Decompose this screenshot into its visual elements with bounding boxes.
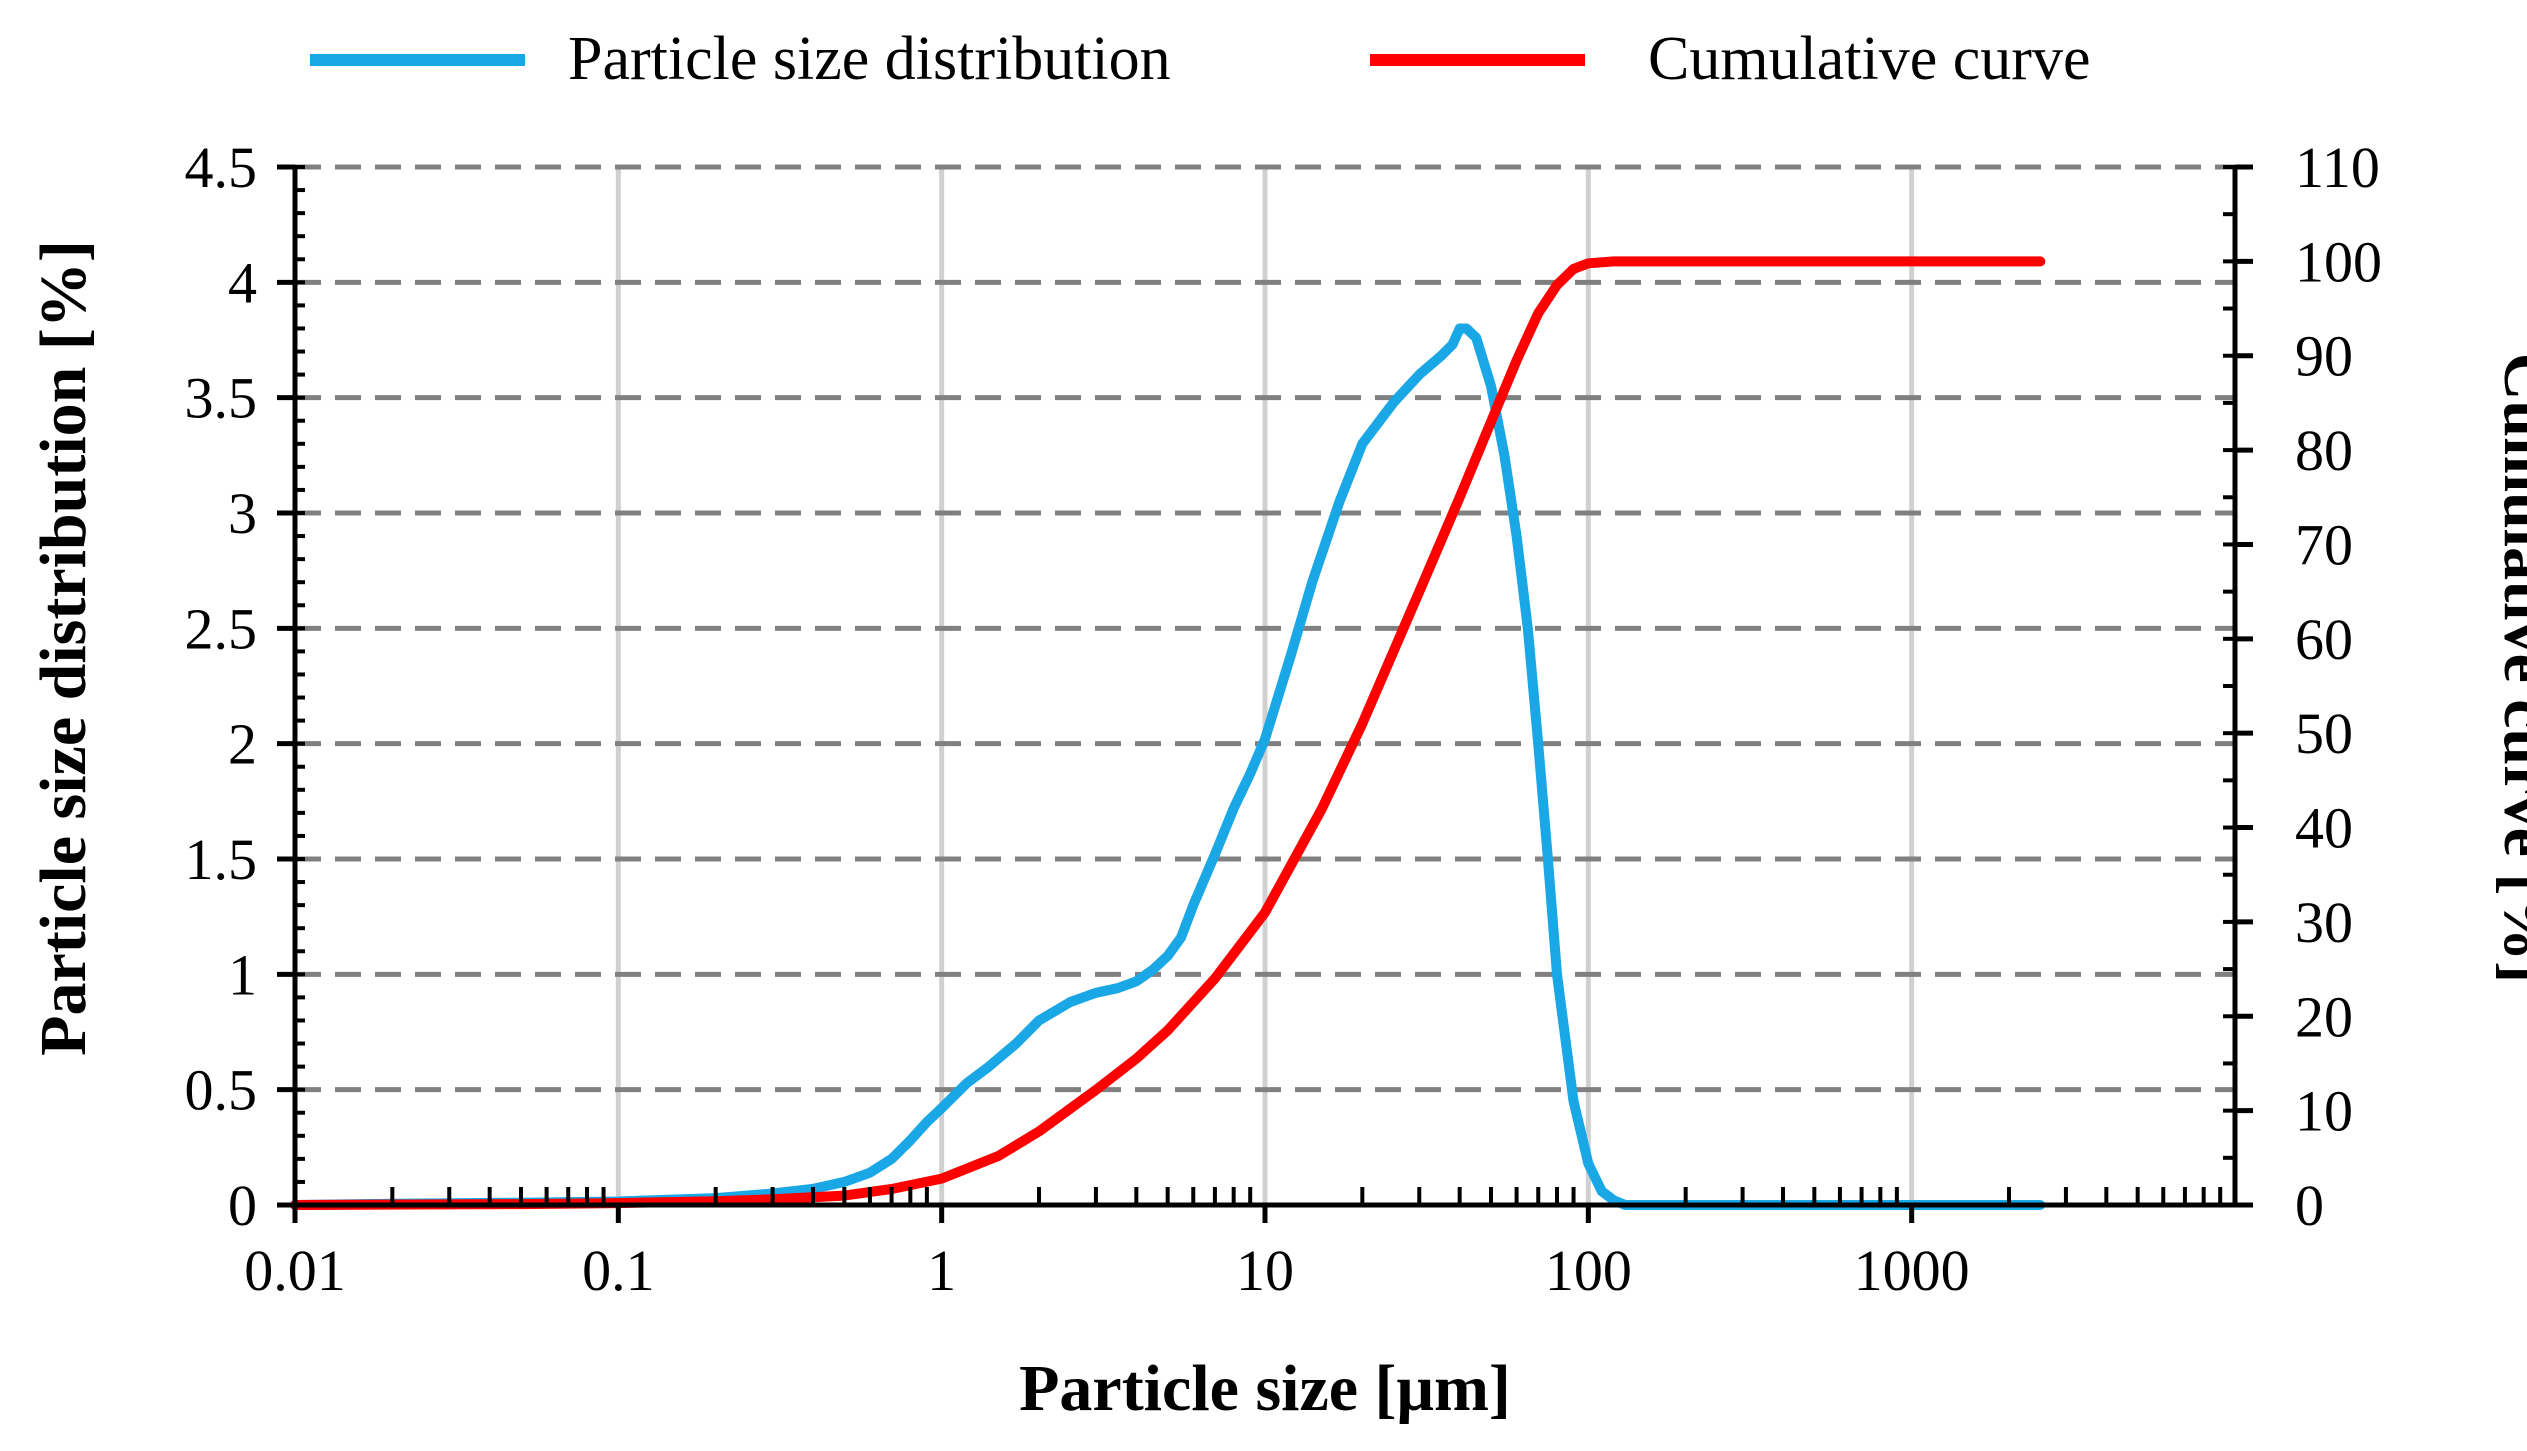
y2-tick-label: 20 xyxy=(2295,984,2353,1049)
legend-label-cumulative: Cumulative curve xyxy=(1648,25,2090,93)
y-tick-label: 0 xyxy=(228,1173,257,1238)
x-tick-label: 1 xyxy=(927,1238,956,1303)
y-axis-title: Particle size distribution [%] xyxy=(27,240,100,1056)
y-tick-labels: 0 0.5 1 1.5 2 2.5 3 3.5 4 4.5 xyxy=(185,135,258,1238)
series-line-cumulative xyxy=(290,256,2046,1210)
y2-tick-label: 80 xyxy=(2295,418,2353,483)
y2-tick-label: 0 xyxy=(2295,1173,2324,1238)
y-tick-label: 4 xyxy=(228,250,257,315)
y2-tick-label: 100 xyxy=(2295,229,2382,294)
x-tick-label: 0.1 xyxy=(582,1238,655,1303)
x-tick-labels: 0.01 0.1 1 10 100 1000 xyxy=(244,1238,1969,1303)
axes xyxy=(277,164,2253,1223)
y-tick-label: 0.5 xyxy=(185,1058,258,1123)
vertical-gridlines xyxy=(615,167,1915,1205)
y-tick-label: 1 xyxy=(228,942,257,1007)
horizontal-gridlines xyxy=(295,164,2235,1093)
legend-label-distribution: Particle size distribution xyxy=(568,25,1171,93)
x-tick-label: 1000 xyxy=(1854,1238,1970,1303)
x-axis-title: Particle size [μm] xyxy=(1019,1352,1511,1425)
x-tick-label: 10 xyxy=(1236,1238,1294,1303)
y2-tick-label: 70 xyxy=(2295,512,2353,577)
y2-tick-label: 60 xyxy=(2295,607,2353,672)
series-line-distribution xyxy=(290,323,2046,1210)
y-tick-label: 3.5 xyxy=(185,366,258,431)
y2-tick-labels: 0 10 20 30 40 50 60 70 80 90 100 110 xyxy=(2295,135,2382,1238)
y-tick-label: 3 xyxy=(228,481,257,546)
y2-tick-label: 50 xyxy=(2295,701,2353,766)
y-tick-label: 2 xyxy=(228,712,257,777)
y2-tick-label: 110 xyxy=(2295,135,2380,200)
y-tick-label: 2.5 xyxy=(185,596,258,661)
y2-axis-title: Cumulative curve [%] xyxy=(2490,353,2527,984)
y2-tick-label: 30 xyxy=(2295,890,2353,955)
y2-tick-label: 10 xyxy=(2295,1079,2353,1144)
y-tick-label: 1.5 xyxy=(185,827,258,892)
y2-tick-label: 40 xyxy=(2295,796,2353,861)
legend: Particle size distribution Cumulative cu… xyxy=(310,25,2090,93)
series-lines xyxy=(290,256,2046,1210)
x-tick-label: 0.01 xyxy=(244,1238,346,1303)
y-tick-label: 4.5 xyxy=(185,135,258,200)
x-tick-label: 100 xyxy=(1545,1238,1632,1303)
y2-tick-label: 90 xyxy=(2295,324,2353,389)
